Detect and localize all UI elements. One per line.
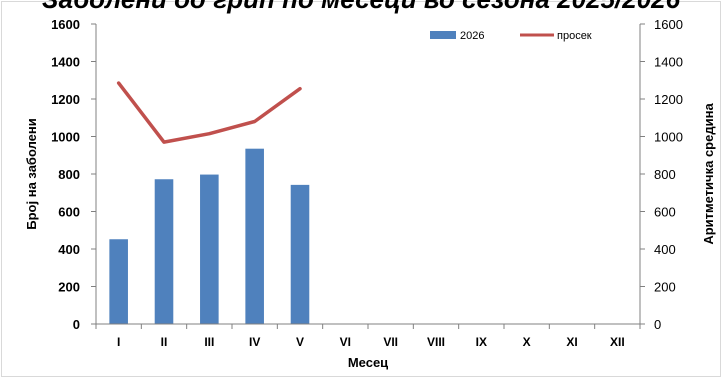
legend-bar-swatch bbox=[430, 31, 456, 39]
right-tick-label: 0 bbox=[654, 317, 661, 332]
x-tick-label: III bbox=[204, 335, 214, 349]
y-axis-label: Број на заболени bbox=[24, 118, 39, 229]
x-tick-label: XII bbox=[610, 335, 625, 349]
bar-I bbox=[109, 239, 128, 324]
plot-area bbox=[109, 81, 310, 324]
right-tick-label: 600 bbox=[654, 205, 676, 220]
right-tick-label: 400 bbox=[654, 242, 676, 257]
x-tick-label: X bbox=[523, 335, 531, 349]
x-axis-ticks: I II III IV V VI VII VIII IX X XI XII bbox=[95, 324, 641, 349]
x-tick-label: VIII bbox=[427, 335, 445, 349]
legend-label-2026: 2026 bbox=[460, 30, 484, 42]
x-tick-label: II bbox=[161, 335, 168, 349]
average-line bbox=[116, 81, 302, 144]
right-tick-label: 1200 bbox=[654, 92, 683, 107]
x-tick-label: I bbox=[117, 335, 120, 349]
right-tick-label: 1000 bbox=[654, 130, 683, 145]
x-tick-label: VII bbox=[383, 335, 398, 349]
left-tick-label: 800 bbox=[58, 167, 80, 182]
right-tick-label: 800 bbox=[654, 167, 676, 182]
x-axis-label: Месец bbox=[348, 355, 388, 370]
x-tick-label: VI bbox=[340, 335, 351, 349]
bar-IV bbox=[245, 148, 264, 324]
left-tick-label: 1200 bbox=[51, 92, 80, 107]
legend-label-average: просек bbox=[557, 30, 592, 42]
left-tick-label: 200 bbox=[58, 280, 80, 295]
y2-axis-label: Аритметичка средина bbox=[701, 103, 716, 245]
right-tick-label: 200 bbox=[654, 280, 676, 295]
left-tick-label: 400 bbox=[58, 242, 80, 257]
right-axis-ticks: 0 200 400 600 800 1000 1200 1400 1600 bbox=[640, 17, 683, 332]
bar-II bbox=[154, 179, 174, 324]
x-tick-label: IX bbox=[476, 335, 487, 349]
x-tick-label: V bbox=[296, 335, 304, 349]
x-tick-label: IV bbox=[249, 335, 260, 349]
chart-title: Заболени од грип по месеци во сезона 202… bbox=[42, 0, 681, 14]
right-tick-label: 1600 bbox=[654, 17, 683, 32]
bar-III bbox=[200, 174, 219, 324]
bar-V bbox=[290, 184, 310, 324]
left-tick-label: 1400 bbox=[51, 55, 80, 70]
left-tick-label: 0 bbox=[73, 317, 80, 332]
left-tick-label: 600 bbox=[58, 205, 80, 220]
left-tick-label: 1600 bbox=[51, 17, 80, 32]
right-tick-label: 1400 bbox=[654, 55, 683, 70]
x-tick-label: XI bbox=[566, 335, 577, 349]
left-tick-label: 1000 bbox=[51, 130, 80, 145]
legend: 2026 просек bbox=[430, 30, 592, 42]
left-axis-ticks: 0 200 400 600 800 1000 1200 1400 1600 bbox=[51, 17, 96, 332]
